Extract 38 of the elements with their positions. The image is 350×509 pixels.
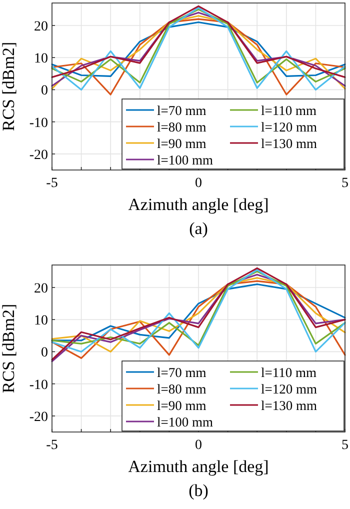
y-tick-label: 20 [34,19,48,34]
y-axis-title: RCS [dBm2] [0,42,18,132]
legend-label: l=70 mm [157,365,207,380]
y-tick-label: 10 [34,52,48,67]
x-axis-title: Azimuth angle [deg] [128,195,269,214]
legend-label: l=130 mm [261,398,318,413]
y-tick-label: -20 [29,410,48,425]
y-tick-label: 0 [41,84,48,99]
legend-label: l=100 mm [157,152,214,168]
y-tick-label: -10 [29,116,48,131]
legend-label: l=80 mm [157,120,207,134]
y-tick-label: 0 [41,346,48,361]
legend-label: l=90 mm [157,136,207,151]
x-tick-label: 0 [195,438,202,453]
legend-label: l=70 mm [157,103,207,118]
legend-label: l=100 mm [157,414,214,430]
legend-label: l=90 mm [157,398,207,413]
x-tick-label: 0 [195,176,202,191]
y-tick-label: 20 [34,281,48,296]
legend-label: l=130 mm [261,136,318,151]
legend-label: l=110 mm [261,365,317,380]
y-tick-label: -10 [29,378,48,393]
text: (b) [188,481,208,500]
x-tick-label: 5 [342,176,348,191]
x-tick-label: -5 [46,176,58,191]
x-tick-label: -5 [46,438,58,453]
text: (a) [189,219,208,238]
x-axis-title: Azimuth angle [deg] [128,457,269,476]
legend-label: l=120 mm [261,382,318,396]
legend-label: l=110 mm [261,103,317,118]
y-axis-title: RCS [dBm2] [0,304,18,394]
line-series [51,283,346,342]
legend-label: l=80 mm [157,382,207,396]
y-tick-label: -20 [29,148,48,163]
line-series [51,21,346,78]
y-tick-label: 10 [34,314,48,329]
legend-label: l=120 mm [261,120,318,134]
x-tick-label: 5 [342,438,348,453]
